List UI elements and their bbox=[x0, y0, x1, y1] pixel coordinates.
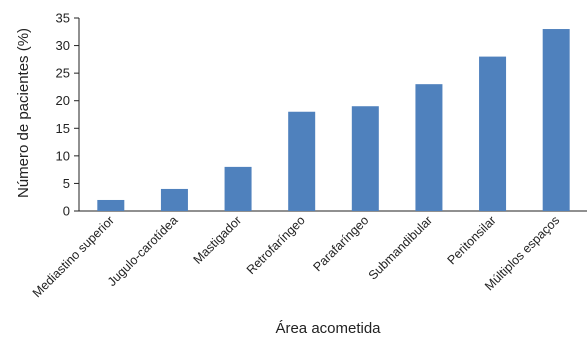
y-tick-label: 25 bbox=[56, 66, 70, 81]
bar bbox=[351, 106, 379, 211]
y-tick-label: 10 bbox=[56, 148, 70, 163]
y-tick-label: 15 bbox=[56, 121, 70, 136]
x-tick-label: Peritonsilar bbox=[445, 213, 499, 267]
x-tick-label: Mediastino superior bbox=[30, 213, 117, 300]
bar bbox=[160, 188, 188, 211]
bar bbox=[224, 166, 252, 211]
y-tick-label: 0 bbox=[63, 204, 70, 219]
bar bbox=[542, 29, 570, 212]
y-tick-label: 5 bbox=[63, 176, 70, 191]
bar bbox=[97, 199, 125, 211]
bar bbox=[288, 111, 316, 211]
y-tick-label: 35 bbox=[56, 11, 70, 26]
x-tick-label: Jugulo-carotídea bbox=[105, 213, 181, 289]
x-tick-label: Mastigador bbox=[191, 213, 245, 267]
x-tick-label: Retrofaríngeo bbox=[244, 213, 308, 277]
plot-area: 0 5 10 15 20 25 30 35 Mediastino superiorJugulo-… bbox=[30, 11, 587, 300]
bar bbox=[479, 56, 507, 211]
x-axis-title: Área acometida bbox=[275, 320, 381, 337]
x-tick-label: Submandibular bbox=[366, 213, 435, 282]
y-tick-label: 30 bbox=[56, 38, 70, 53]
y-tick-label: 20 bbox=[56, 93, 70, 108]
x-tick-label: Parafaríngeo bbox=[310, 213, 371, 274]
y-axis-title: Número de pacientes (%) bbox=[15, 28, 32, 198]
bar bbox=[415, 84, 443, 211]
